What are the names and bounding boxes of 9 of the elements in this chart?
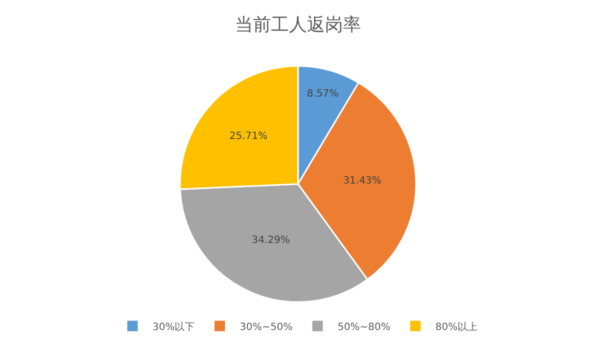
data-label: 8.57% [306,88,339,100]
data-label: 34.29% [252,235,290,246]
legend-label: 30%~50% [240,322,293,333]
data-label: 31.43% [343,176,382,187]
legend-label: 80%以上 [435,320,478,333]
legend-label: 50%~80% [338,322,390,333]
chart-title: 当前工人返岗率 [235,14,361,36]
legend-label: 30%以下 [152,320,195,333]
data-label: 25.71% [229,131,268,142]
